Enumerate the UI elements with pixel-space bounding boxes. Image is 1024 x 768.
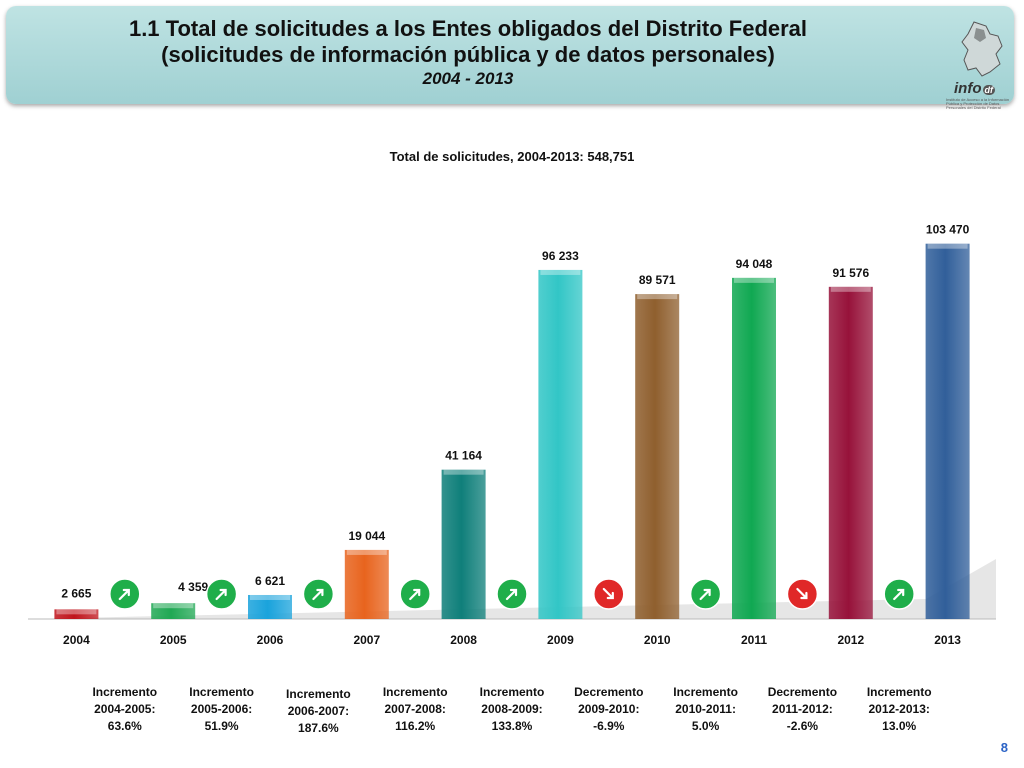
title-line-1: 1.1 Total de solicitudes a los Entes obl… — [128, 16, 808, 41]
tick-label-2005: 2005 — [160, 633, 187, 647]
change-period: 2004-2005: — [94, 702, 156, 716]
bar-top-2008 — [443, 469, 484, 475]
change-period: 2008-2009: — [481, 702, 543, 716]
change-label-4: Incremento 2008-2009: 133.8% — [467, 684, 557, 735]
change-label-3: Incremento 2007-2008: 116.2% — [370, 684, 460, 735]
value-label-2010: 89 571 — [639, 273, 676, 287]
bar-2012 — [828, 286, 873, 619]
change-label: Decremento — [574, 685, 644, 699]
title-line-2: (solicitudes de información pública y de… — [161, 42, 775, 67]
bar-2008 — [441, 469, 486, 619]
tick-label-2004: 2004 — [63, 633, 90, 647]
change-period: 2005-2006: — [190, 702, 253, 716]
change-pct: 187.6% — [298, 721, 339, 735]
tick-label-2008: 2008 — [450, 633, 477, 647]
bar-2004 — [54, 609, 99, 619]
change-pct: 13.0% — [882, 719, 917, 733]
bar-top-2011 — [734, 277, 774, 283]
bar-top-2006 — [250, 594, 290, 600]
change-label: Incremento — [382, 685, 448, 699]
bar-top-2010 — [637, 294, 678, 300]
change-pct: 63.6% — [107, 719, 142, 733]
bar-2007 — [344, 549, 389, 619]
change-label: Incremento — [189, 685, 254, 699]
bar-top-2007 — [346, 549, 387, 555]
logo-wordmark: info df — [954, 80, 995, 97]
change-pct: 5.0% — [691, 719, 720, 733]
chart-title: Total de solicitudes, 2004-2013: 548,751 — [389, 149, 635, 164]
bar-2010 — [635, 294, 680, 619]
change-label: Incremento — [92, 685, 158, 699]
change-period: 2006-2007: — [287, 704, 350, 718]
arrow-down-icon-7 — [796, 587, 808, 600]
change-label: Incremento — [866, 685, 932, 699]
value-label-2011: 94 048 — [736, 257, 773, 271]
map-icon — [961, 21, 1003, 77]
arrow-up-icon-4 — [505, 588, 518, 601]
change-label: Decremento — [767, 685, 838, 699]
value-label-2004: 2 665 — [61, 586, 91, 600]
change-period: 2012-2013: — [868, 702, 930, 716]
logo-caption: Instituto de Acceso a la Información Púb… — [946, 97, 1010, 110]
tick-label-2012: 2012 — [837, 633, 864, 647]
arrow-up-icon-8 — [893, 588, 905, 601]
logo-word: info — [954, 80, 982, 97]
change-period: 2007-2008: — [384, 702, 446, 716]
arrow-up-icon-6 — [699, 588, 711, 601]
tick-label-2006: 2006 — [257, 633, 284, 647]
value-label-2008: 41 164 — [445, 449, 482, 463]
tick-label-2013: 2013 — [934, 633, 961, 647]
page-number: 8 — [1000, 740, 1008, 755]
change-label: Incremento — [286, 687, 351, 701]
change-pct: -6.9% — [593, 719, 625, 733]
bar-2011 — [732, 277, 776, 619]
change-label-5: Decremento 2009-2010: -6.9% — [564, 684, 654, 735]
title-banner: 1.1 Total de solicitudes a los Entes obl… — [6, 6, 1016, 110]
change-label-2: Incremento 2006-2007: 187.6% — [273, 686, 363, 737]
change-label: Incremento — [479, 685, 545, 699]
change-pct: 51.9% — [204, 719, 239, 733]
change-pct: 116.2% — [395, 719, 436, 733]
arrow-up-icon-1 — [215, 588, 227, 601]
tick-label-2011: 2011 — [741, 633, 767, 647]
tick-label-2007: 2007 — [353, 633, 380, 647]
change-period: 2009-2010: — [578, 702, 640, 716]
change-pct: 133.8% — [491, 719, 533, 733]
bar-top-2005 — [153, 603, 194, 609]
change-pct: -2.6% — [786, 719, 819, 733]
change-label-8: Incremento 2012-2013: 13.0% — [854, 684, 944, 735]
value-label-2012: 91 576 — [832, 266, 869, 280]
bar-2005 — [151, 603, 196, 619]
change-label: Incremento — [673, 685, 738, 699]
logo-suffix: df — [982, 85, 995, 95]
infodf-logo: info df Instituto de Acceso a la Informac… — [946, 20, 1016, 110]
value-label-2009: 96 233 — [542, 249, 579, 263]
bar-top-2013 — [927, 243, 968, 249]
change-period: 2011-2012: — [772, 702, 833, 716]
bar-top-2009 — [540, 269, 581, 275]
value-label-2005: 4 359 — [178, 580, 208, 594]
change-label-1: Incremento 2005-2006: 51.9% — [177, 684, 267, 735]
tick-label-2009: 2009 — [547, 633, 574, 647]
change-label-6: Incremento 2010-2011: 5.0% — [661, 684, 751, 735]
value-label-2006: 6 621 — [255, 574, 285, 588]
bar-top-2012 — [830, 286, 871, 292]
bar-top-2004 — [56, 609, 97, 615]
change-label-0: Incremento 2004-2005: 63.6% — [80, 684, 170, 735]
value-label-2013: 103 470 — [926, 223, 970, 237]
value-label-2007: 19 044 — [348, 529, 385, 543]
bar-2013 — [925, 243, 970, 619]
title-period: 2004 - 2013 — [422, 69, 514, 88]
bar-2006 — [248, 594, 292, 619]
bar-2009 — [538, 269, 583, 619]
arrow-down-icon-5 — [602, 587, 614, 600]
title-block: 1.1 Total de solicitudes a los Entes obl… — [18, 16, 918, 90]
arrow-up-icon-2 — [312, 588, 324, 601]
change-period: 2010-2011: — [675, 702, 736, 716]
arrow-up-icon-3 — [409, 588, 421, 601]
tick-label-2010: 2010 — [644, 633, 671, 647]
arrow-up-icon-0 — [118, 588, 130, 601]
change-label-7: Decremento 2011-2012: -2.6% — [757, 684, 847, 735]
